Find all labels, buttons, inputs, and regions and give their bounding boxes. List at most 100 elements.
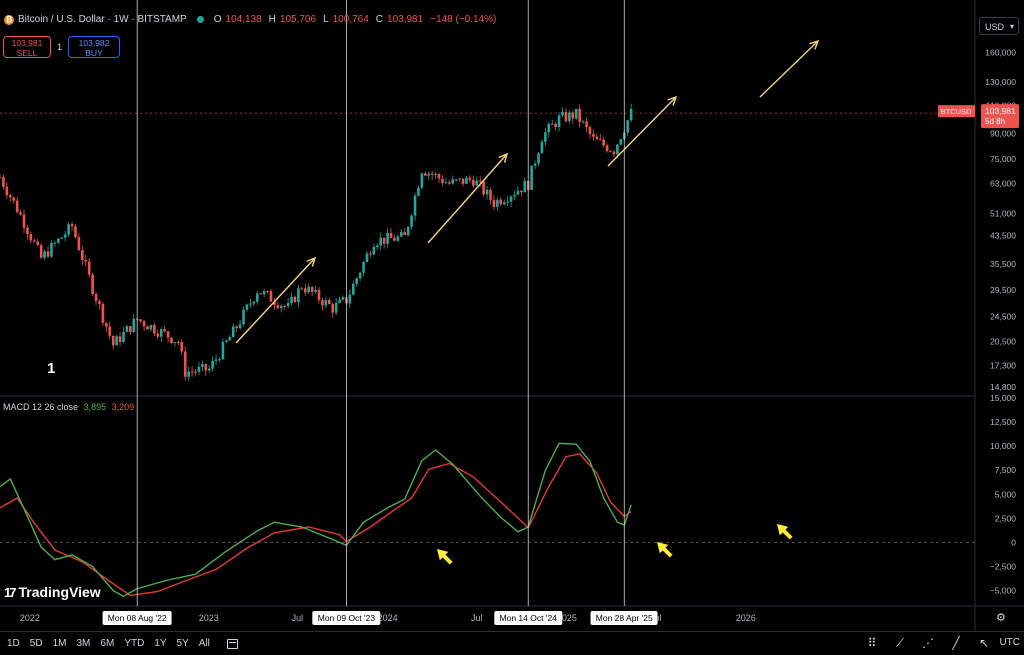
tradingview-logo[interactable]: 17 TradingView bbox=[4, 584, 101, 600]
candle[interactable] bbox=[221, 338, 225, 361]
candle[interactable] bbox=[43, 249, 46, 260]
candle[interactable] bbox=[417, 185, 420, 197]
candle[interactable] bbox=[448, 179, 451, 185]
candle[interactable] bbox=[122, 327, 125, 344]
sell-button[interactable]: 103,981 SELL bbox=[3, 36, 51, 58]
candle[interactable] bbox=[581, 120, 585, 124]
timeframe-all[interactable]: All bbox=[198, 638, 210, 649]
currency-select[interactable]: USD bbox=[979, 17, 1019, 36]
candle[interactable] bbox=[516, 186, 520, 196]
candle[interactable] bbox=[238, 320, 242, 330]
candle[interactable] bbox=[437, 172, 441, 183]
candle[interactable] bbox=[327, 297, 331, 305]
candle[interactable] bbox=[369, 250, 372, 258]
candle[interactable] bbox=[22, 209, 26, 234]
drag-handle-icon[interactable]: ⠿ bbox=[867, 636, 877, 650]
candle[interactable] bbox=[533, 160, 537, 170]
candle[interactable] bbox=[485, 185, 489, 200]
candle[interactable] bbox=[372, 243, 376, 256]
candle[interactable] bbox=[276, 301, 280, 310]
candle[interactable] bbox=[94, 291, 98, 305]
candle[interactable] bbox=[214, 354, 218, 366]
trend-arrow[interactable] bbox=[427, 152, 509, 244]
candle[interactable] bbox=[5, 181, 9, 199]
candle[interactable] bbox=[149, 324, 153, 332]
candle[interactable] bbox=[46, 246, 50, 259]
candle[interactable] bbox=[612, 150, 616, 158]
candle[interactable] bbox=[499, 197, 503, 207]
candle[interactable] bbox=[382, 237, 386, 249]
candle[interactable] bbox=[36, 239, 40, 247]
candle[interactable] bbox=[537, 151, 540, 167]
candle[interactable] bbox=[444, 177, 448, 184]
cursor-icon[interactable]: ↖ bbox=[978, 636, 990, 650]
candle[interactable] bbox=[15, 196, 19, 214]
candle[interactable] bbox=[166, 330, 170, 343]
timezone-label[interactable]: UTC bbox=[999, 637, 1020, 648]
candle[interactable] bbox=[351, 280, 355, 295]
candle[interactable] bbox=[492, 195, 496, 211]
signal-line[interactable] bbox=[0, 453, 632, 597]
candle[interactable] bbox=[245, 303, 249, 312]
candle[interactable] bbox=[252, 300, 256, 307]
candle[interactable] bbox=[324, 297, 328, 309]
candle[interactable] bbox=[420, 172, 424, 190]
candle[interactable] bbox=[159, 327, 163, 343]
candle[interactable] bbox=[578, 104, 581, 128]
candle[interactable] bbox=[29, 231, 33, 244]
candle[interactable] bbox=[410, 214, 413, 230]
candle[interactable] bbox=[389, 227, 393, 238]
timeframe-1d[interactable]: 1D bbox=[7, 638, 20, 649]
candle[interactable] bbox=[629, 103, 633, 123]
candle[interactable] bbox=[218, 357, 221, 363]
candle[interactable] bbox=[362, 260, 365, 277]
candle[interactable] bbox=[142, 319, 146, 331]
candle[interactable] bbox=[461, 178, 465, 187]
candle[interactable] bbox=[125, 325, 129, 333]
candle[interactable] bbox=[396, 234, 400, 243]
timeframe-6m[interactable]: 6M bbox=[100, 638, 115, 649]
candle[interactable] bbox=[341, 295, 345, 301]
candle[interactable] bbox=[595, 133, 599, 140]
candle[interactable] bbox=[74, 223, 77, 239]
candle[interactable] bbox=[489, 187, 492, 205]
candle[interactable] bbox=[225, 339, 228, 344]
candle[interactable] bbox=[63, 230, 67, 242]
candle[interactable] bbox=[81, 245, 84, 265]
candle[interactable] bbox=[190, 366, 194, 377]
trend-arrow[interactable] bbox=[759, 39, 820, 98]
candle[interactable] bbox=[173, 341, 177, 347]
candle[interactable] bbox=[98, 299, 101, 310]
candle[interactable] bbox=[156, 329, 160, 340]
candle[interactable] bbox=[413, 192, 417, 222]
symbol-title[interactable]: Bitcoin / U.S. Dollar · 1W · BITSTAMP bbox=[18, 14, 187, 25]
candle[interactable] bbox=[273, 297, 276, 310]
candle[interactable] bbox=[376, 243, 379, 250]
candle[interactable] bbox=[585, 118, 588, 132]
macd-legend[interactable]: MACD 12 26 close 3,895 3,209 bbox=[3, 402, 134, 412]
candle[interactable] bbox=[568, 110, 571, 124]
candle[interactable] bbox=[84, 254, 88, 267]
candle[interactable] bbox=[197, 361, 201, 375]
candle[interactable] bbox=[207, 365, 211, 373]
timeframe-3m[interactable]: 3M bbox=[76, 638, 91, 649]
candle[interactable] bbox=[338, 297, 341, 304]
candle[interactable] bbox=[523, 177, 527, 193]
candle[interactable] bbox=[602, 137, 605, 148]
candle[interactable] bbox=[290, 292, 293, 306]
candle[interactable] bbox=[67, 222, 70, 238]
candle[interactable] bbox=[358, 271, 362, 282]
candle[interactable] bbox=[204, 363, 208, 377]
calendar-icon[interactable] bbox=[226, 638, 238, 649]
candle[interactable] bbox=[475, 176, 479, 186]
candle[interactable] bbox=[554, 121, 557, 130]
candle[interactable] bbox=[334, 297, 338, 316]
timeframe-5y[interactable]: 5Y bbox=[176, 638, 189, 649]
candle[interactable] bbox=[502, 199, 506, 206]
candle[interactable] bbox=[108, 321, 112, 340]
candle[interactable] bbox=[235, 325, 238, 332]
candle[interactable] bbox=[430, 170, 434, 180]
candle[interactable] bbox=[297, 285, 300, 308]
candle[interactable] bbox=[574, 108, 578, 121]
